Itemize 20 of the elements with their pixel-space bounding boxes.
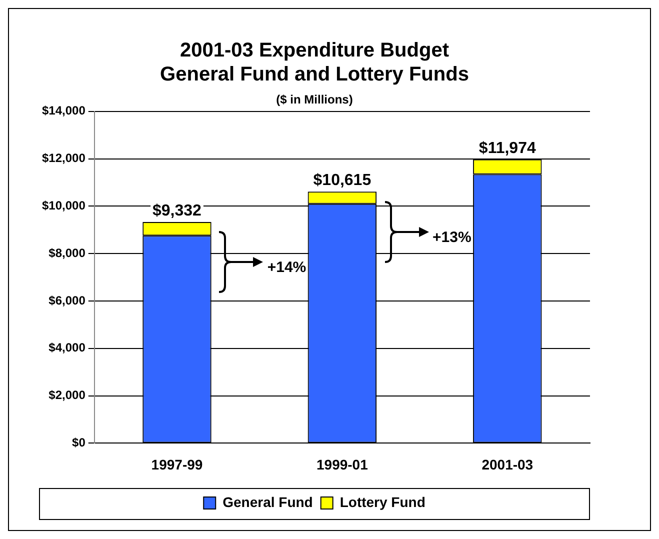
x-tick-label: 2001-03 bbox=[482, 456, 534, 472]
y-tick-label: $0 bbox=[72, 436, 86, 450]
total-label: $11,974 bbox=[478, 140, 536, 157]
total-label: $9,332 bbox=[152, 202, 202, 220]
y-tick-label: $2,000 bbox=[48, 388, 86, 402]
y-tick-label: $6,000 bbox=[48, 293, 86, 308]
legend-label: General Fund bbox=[222, 494, 313, 510]
annotation: +13% bbox=[432, 228, 472, 246]
annotation: +14% bbox=[267, 259, 306, 276]
chart-subtitle: ($ in Millions) bbox=[276, 92, 353, 107]
y-tick-label: $14,000 bbox=[42, 104, 86, 118]
chart-title: 2001-03 Expenditure Budget General Fund and Lottery Funds bbox=[160, 40, 469, 86]
y-tick-label: $8,000 bbox=[48, 246, 86, 260]
y-tick-label: $10,000 bbox=[42, 198, 86, 213]
x-tick-label: 1999-01 bbox=[316, 456, 368, 472]
y-tick-label: $4,000 bbox=[48, 340, 86, 355]
legend-label: Lottery Fund bbox=[340, 494, 426, 510]
x-tick-label: 1997-99 bbox=[151, 456, 203, 472]
total-label: $10,615 bbox=[313, 172, 372, 190]
y-tick-label: $12,000 bbox=[42, 151, 86, 166]
